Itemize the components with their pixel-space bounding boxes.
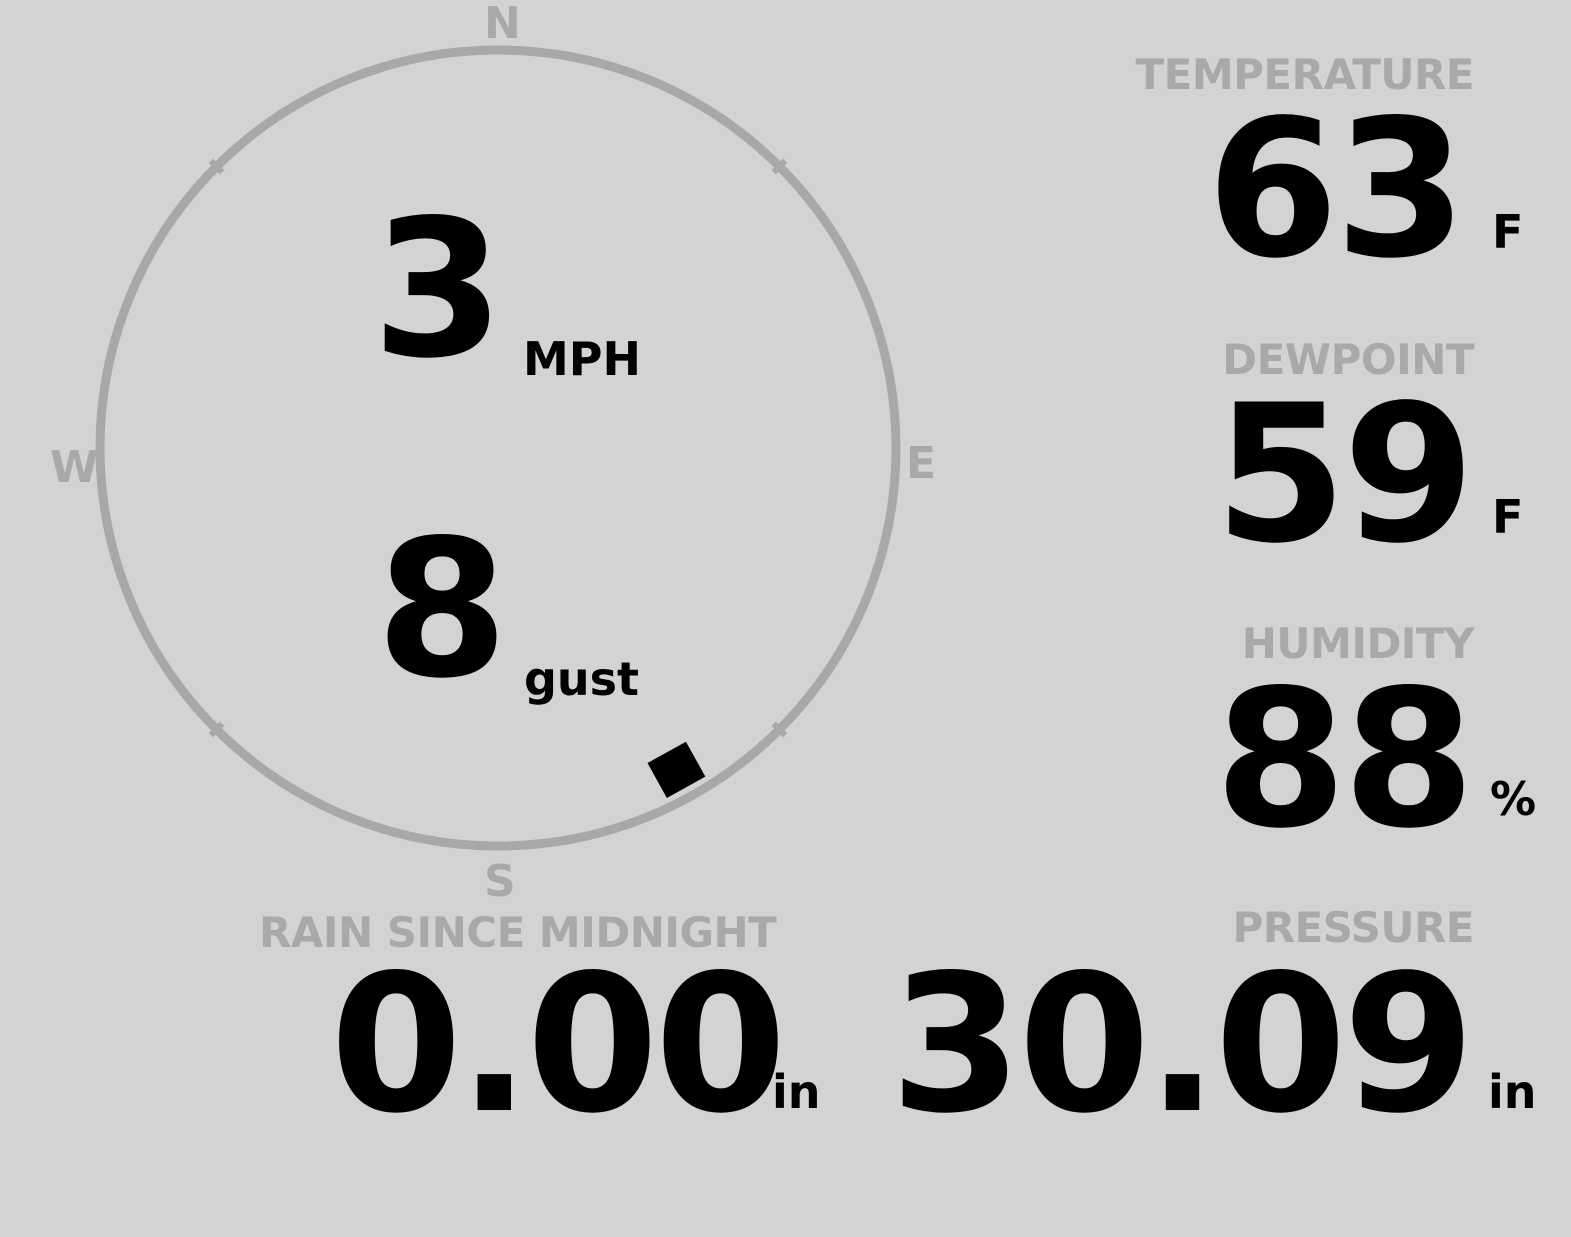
compass-east: E (906, 438, 937, 489)
dewpoint-label: DEWPOINT (1222, 335, 1474, 384)
rain-unit: in (772, 1065, 821, 1119)
wind-speed-value: 3 (372, 179, 504, 400)
pressure-unit: in (1488, 1065, 1537, 1119)
rain-value: 0.00 (330, 934, 787, 1155)
pressure-value: 30.09 (890, 934, 1475, 1155)
compass-tick (771, 158, 788, 175)
temperature-unit: F (1492, 205, 1524, 259)
wind-gust-unit: gust (524, 652, 640, 706)
compass-tick (208, 721, 225, 738)
pressure-label: PRESSURE (1232, 903, 1474, 952)
humidity-value: 88 (1214, 649, 1475, 870)
humidity-unit: % (1490, 772, 1537, 826)
compass-tick (771, 721, 788, 738)
compass-north: N (484, 0, 521, 49)
compass-tick (208, 158, 225, 175)
wind-speed-unit: MPH (523, 332, 641, 386)
temperature-label: TEMPERATURE (1135, 50, 1475, 99)
dewpoint-unit: F (1492, 490, 1524, 544)
wind-compass (95, 45, 901, 851)
humidity-label: HUMIDITY (1241, 619, 1475, 668)
temperature-value: 63 (1206, 79, 1467, 300)
wind-gust-value: 8 (376, 499, 508, 720)
dewpoint-value: 59 (1214, 364, 1475, 585)
compass-ring (95, 45, 901, 851)
wind-direction-marker (647, 741, 706, 799)
compass-ticks (208, 158, 788, 738)
compass-west: W (50, 442, 99, 493)
rain-label: RAIN SINCE MIDNIGHT (259, 908, 777, 957)
compass-south: S (484, 856, 516, 907)
